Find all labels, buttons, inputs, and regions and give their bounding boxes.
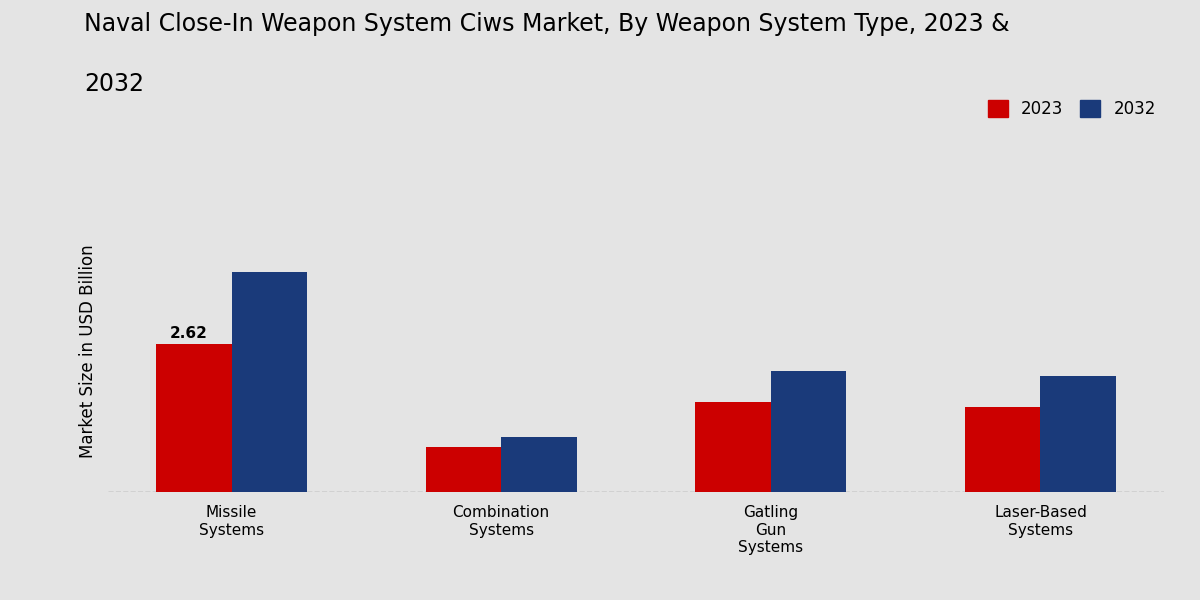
Y-axis label: Market Size in USD Billion: Market Size in USD Billion (79, 244, 97, 458)
Bar (1040, 376, 1116, 492)
Bar (965, 407, 1040, 492)
Text: Naval Close-In Weapon System Ciws Market, By Weapon System Type, 2023 &: Naval Close-In Weapon System Ciws Market… (84, 12, 1009, 36)
Bar (502, 437, 577, 492)
Bar (232, 272, 307, 492)
Text: 2032: 2032 (84, 72, 144, 96)
Bar (695, 402, 770, 492)
Bar (426, 447, 502, 492)
Text: 2.62: 2.62 (169, 326, 208, 341)
Bar (770, 371, 846, 492)
Legend: 2023, 2032: 2023, 2032 (988, 100, 1156, 118)
Bar (156, 344, 232, 492)
